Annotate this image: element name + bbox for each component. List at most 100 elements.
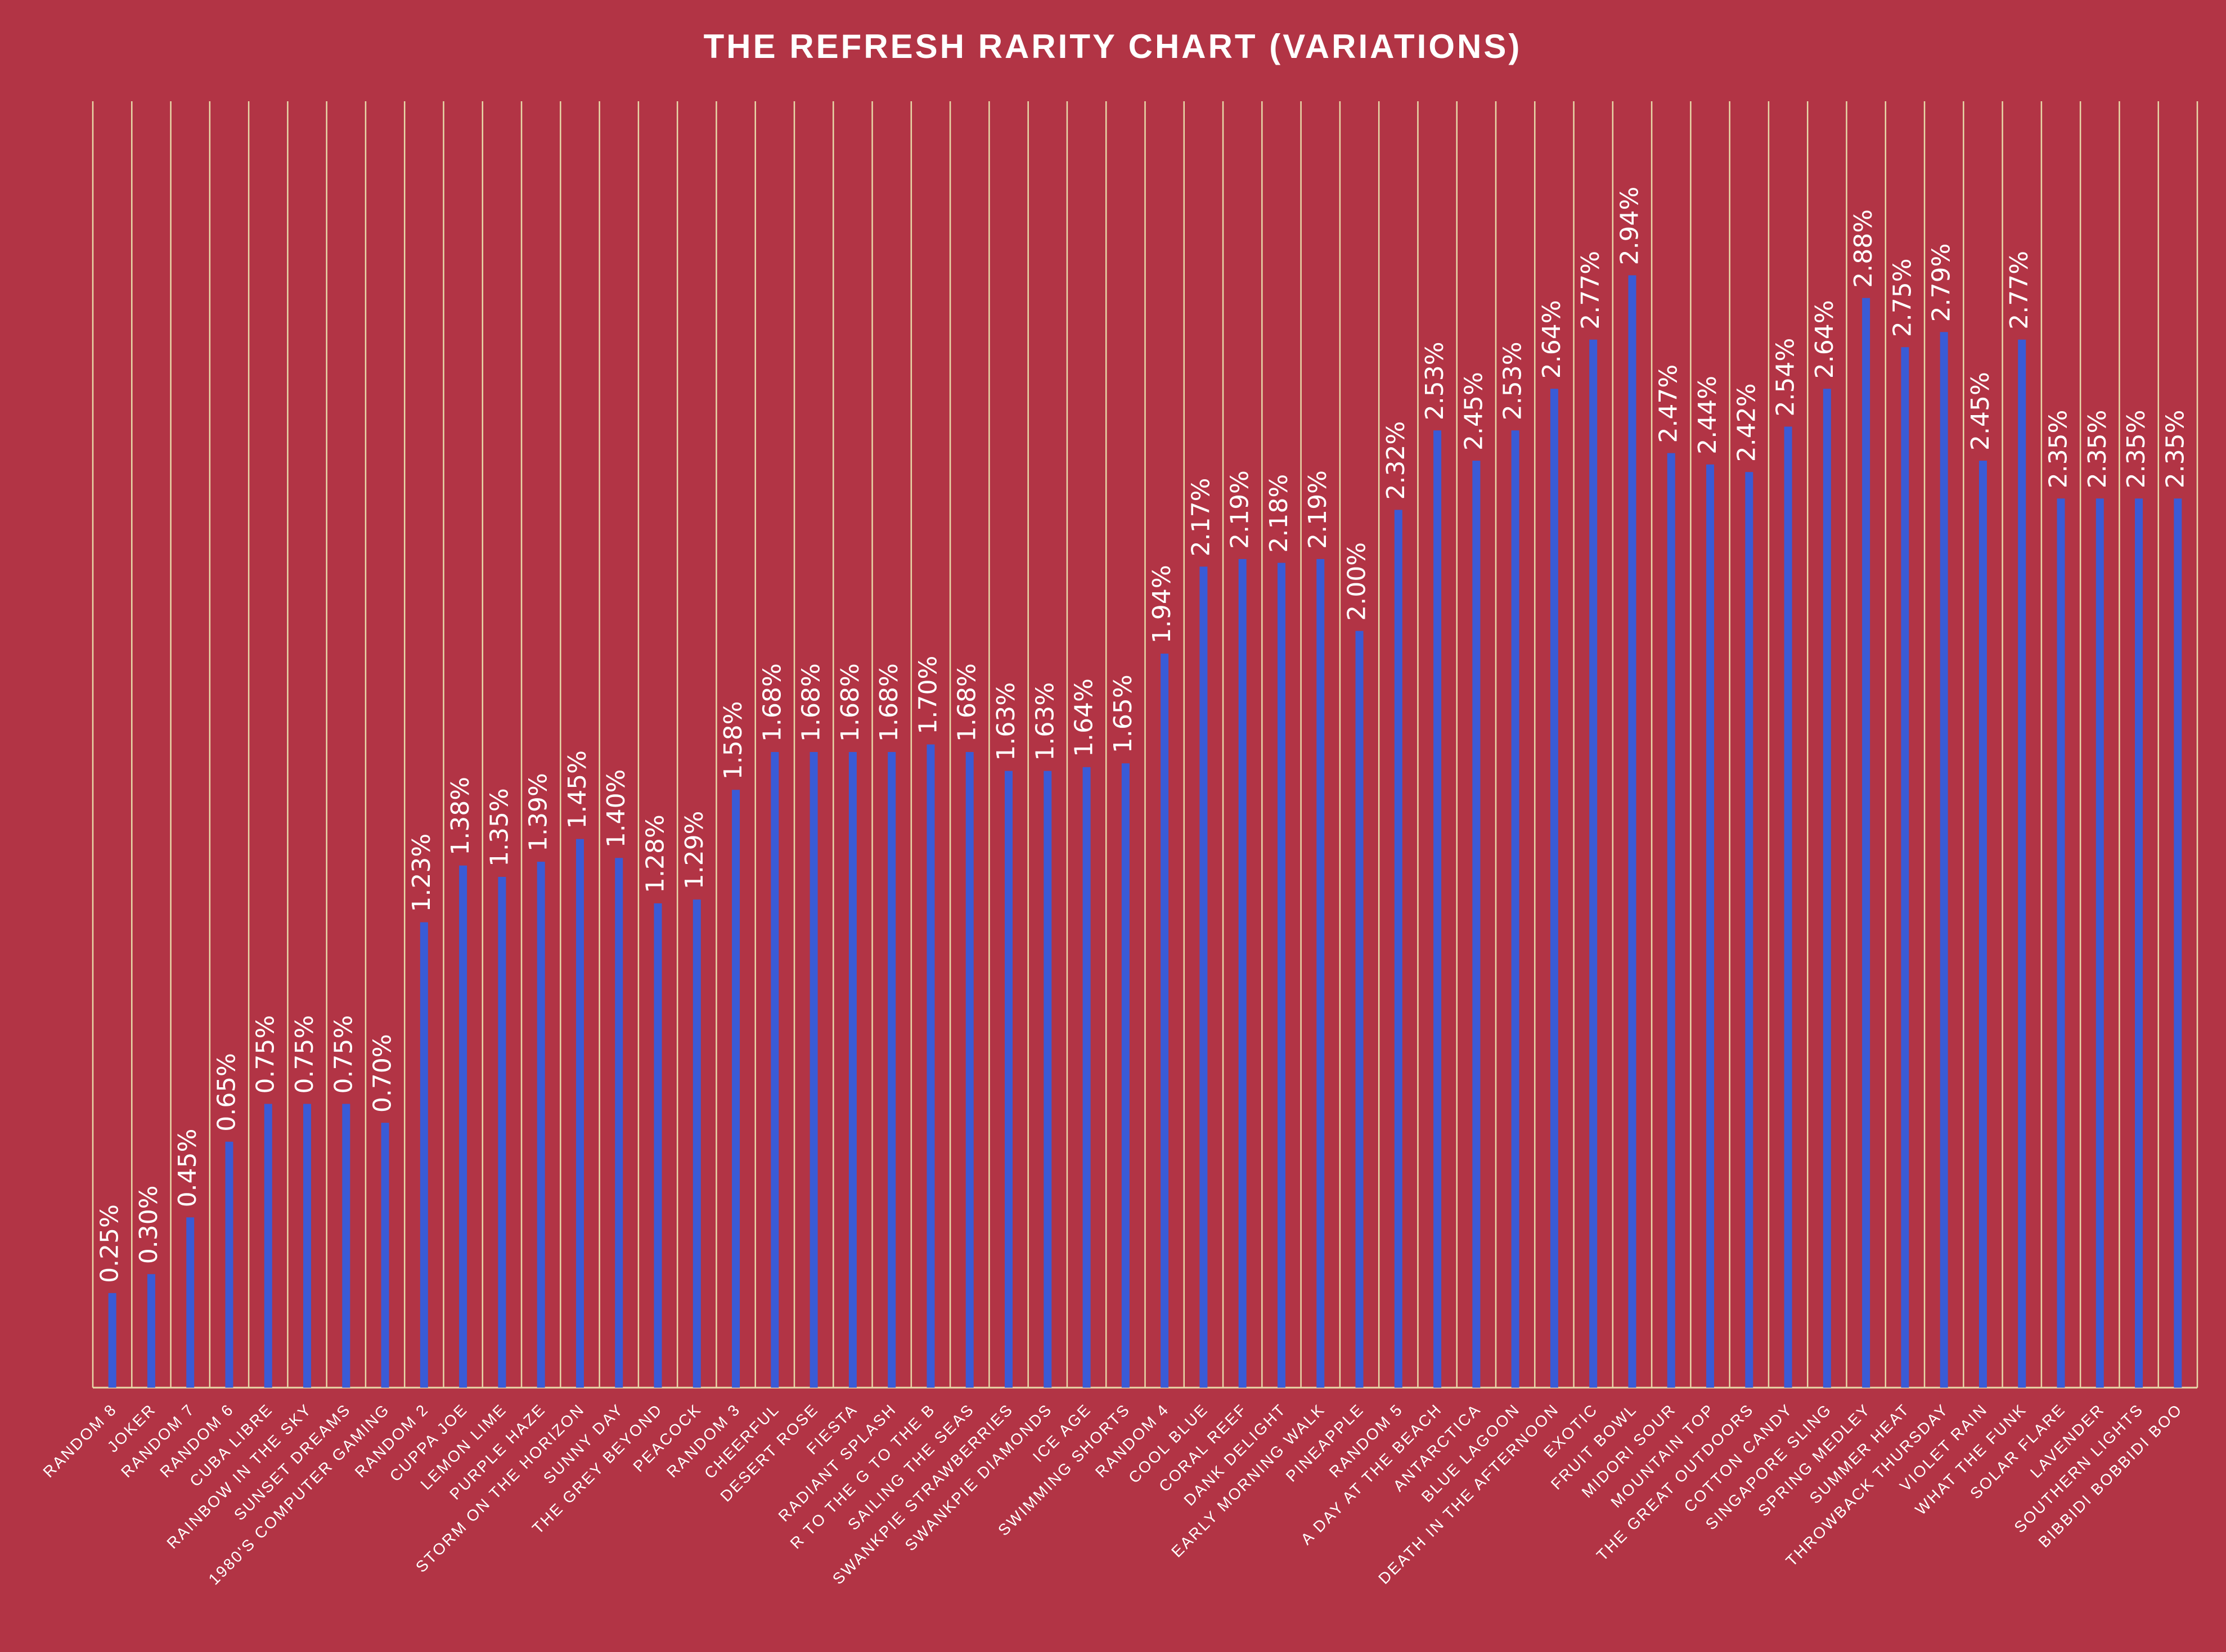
bar — [1667, 453, 1675, 1388]
bar — [575, 839, 584, 1388]
bar — [1901, 347, 1909, 1388]
bar — [498, 876, 506, 1388]
data-label: 2.75% — [1888, 258, 1917, 337]
data-label: 1.64% — [1070, 678, 1099, 757]
data-label: 1.68% — [836, 663, 865, 742]
data-label: 2.77% — [1576, 251, 1605, 330]
data-label: 1.45% — [563, 750, 592, 829]
data-label: 1.40% — [602, 769, 631, 848]
data-label: 0.45% — [173, 1129, 202, 1208]
bar — [771, 751, 779, 1388]
bar — [2057, 498, 2065, 1388]
data-label: 2.64% — [1810, 300, 1839, 379]
chart-title: THE REFRESH RARITY CHART (VARIATIONS) — [704, 28, 1522, 65]
data-label: 2.17% — [1186, 478, 1215, 557]
data-label: 2.77% — [2005, 251, 2034, 330]
data-label: 2.45% — [1966, 372, 1995, 451]
bar — [1589, 339, 1598, 1388]
bar — [1121, 763, 1130, 1388]
data-label: 2.32% — [1382, 421, 1410, 500]
bar — [1978, 461, 1987, 1388]
data-label: 1.68% — [797, 663, 826, 742]
bar — [264, 1104, 272, 1388]
bar — [1277, 562, 1285, 1388]
data-label: 1.29% — [680, 811, 709, 890]
bar — [732, 790, 740, 1388]
data-label: 1.70% — [914, 656, 942, 735]
data-label: 2.35% — [2161, 409, 2189, 488]
bar — [1511, 430, 1519, 1388]
data-label: 2.53% — [1499, 341, 1527, 420]
data-label: 0.25% — [96, 1204, 124, 1283]
x-tick-label: DEATH IN THE AFTERNOON — [1375, 1400, 1562, 1587]
bar — [537, 862, 545, 1388]
data-label: 2.19% — [1226, 470, 1254, 549]
data-label: 2.79% — [1927, 244, 1956, 322]
bar — [965, 751, 974, 1388]
data-label: 1.68% — [953, 663, 982, 742]
bar — [381, 1123, 389, 1388]
data-label: 2.35% — [2083, 409, 2112, 488]
bar — [1082, 767, 1091, 1388]
bar — [420, 922, 428, 1388]
bar — [2135, 498, 2143, 1388]
bar — [1823, 389, 1831, 1388]
data-label: 2.44% — [1693, 376, 1722, 454]
data-label: 1.65% — [1109, 674, 1137, 753]
data-label: 2.35% — [2044, 409, 2073, 488]
bar — [810, 751, 818, 1388]
bar — [459, 865, 467, 1388]
bar — [1316, 559, 1325, 1388]
data-label: 2.35% — [2122, 409, 2151, 488]
bar — [303, 1104, 312, 1388]
bar — [1394, 510, 1402, 1388]
bar — [1355, 631, 1364, 1388]
bar — [186, 1217, 195, 1388]
data-labels: 0.25% 0.30% 0.45% 0.65% 0.75% 0.75% 0.75% 0.70%… — [96, 187, 2190, 1283]
data-label: 1.38% — [446, 777, 475, 856]
bar — [1005, 771, 1013, 1388]
data-label: 2.00% — [1343, 542, 1371, 621]
data-label: 1.23% — [407, 834, 436, 912]
data-label: 2.45% — [1459, 372, 1488, 451]
bar — [225, 1141, 233, 1388]
bar — [2095, 498, 2104, 1388]
bar — [1784, 426, 1792, 1388]
bar — [342, 1104, 350, 1388]
data-label: 1.63% — [1031, 682, 1059, 761]
bar — [848, 751, 857, 1388]
data-label: 2.88% — [1849, 209, 1878, 288]
data-label: 2.18% — [1265, 474, 1293, 553]
data-label: 2.19% — [1303, 470, 1332, 549]
bar — [1238, 559, 1247, 1388]
data-label: 2.54% — [1771, 338, 1800, 417]
data-label: 1.94% — [1148, 565, 1176, 643]
data-label: 0.65% — [212, 1053, 241, 1132]
data-label: 0.30% — [134, 1185, 163, 1264]
bar — [1706, 464, 1715, 1388]
bar — [1940, 332, 1948, 1388]
data-label: 0.75% — [251, 1015, 280, 1094]
data-label: 0.75% — [329, 1015, 358, 1094]
data-label: 2.47% — [1654, 364, 1683, 443]
bar — [654, 903, 662, 1388]
bar — [692, 899, 701, 1388]
bar — [1628, 275, 1636, 1388]
data-label: 1.58% — [719, 701, 748, 780]
bar — [2174, 498, 2182, 1388]
bar — [1433, 430, 1442, 1388]
data-label: 1.68% — [875, 663, 903, 742]
data-label: 1.28% — [641, 814, 670, 893]
data-label: 1.39% — [524, 773, 553, 852]
gridlines — [92, 101, 2198, 1389]
bar — [927, 744, 935, 1388]
bar — [1862, 298, 1870, 1388]
bar — [2018, 339, 2026, 1388]
bar — [1550, 389, 1558, 1388]
data-label: 1.35% — [485, 788, 514, 867]
data-label: 0.75% — [290, 1015, 319, 1094]
data-label: 2.64% — [1537, 300, 1566, 379]
